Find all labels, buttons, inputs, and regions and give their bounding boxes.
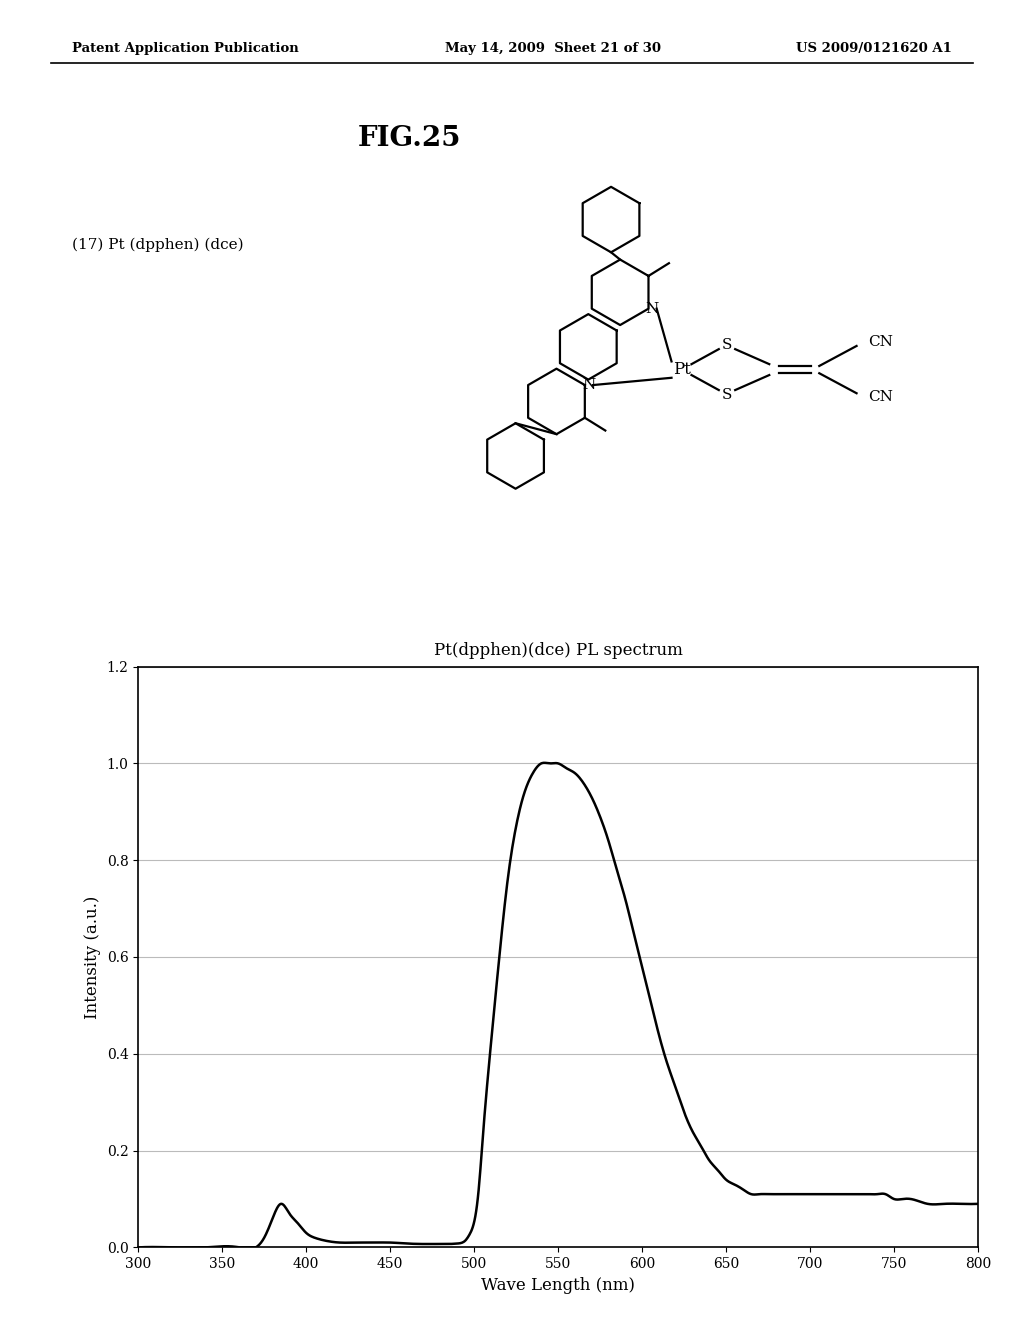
Text: FIG.25: FIG.25	[357, 125, 462, 152]
Text: May 14, 2009  Sheet 21 of 30: May 14, 2009 Sheet 21 of 30	[445, 42, 662, 55]
Title: Pt(dpphen)(dce) PL spectrum: Pt(dpphen)(dce) PL spectrum	[433, 643, 683, 660]
Text: N: N	[645, 302, 658, 315]
Text: N: N	[582, 378, 595, 392]
X-axis label: Wave Length (nm): Wave Length (nm)	[481, 1276, 635, 1294]
Text: US 2009/0121620 A1: US 2009/0121620 A1	[797, 42, 952, 55]
Text: CN: CN	[868, 335, 893, 350]
Text: Pt: Pt	[673, 362, 690, 378]
Text: CN: CN	[868, 389, 893, 404]
Text: Patent Application Publication: Patent Application Publication	[72, 42, 298, 55]
Text: S: S	[722, 388, 732, 401]
Y-axis label: Intensity (a.u.): Intensity (a.u.)	[84, 895, 101, 1019]
Text: S: S	[722, 338, 732, 351]
Text: (17) Pt (dpphen) (dce): (17) Pt (dpphen) (dce)	[72, 238, 244, 252]
